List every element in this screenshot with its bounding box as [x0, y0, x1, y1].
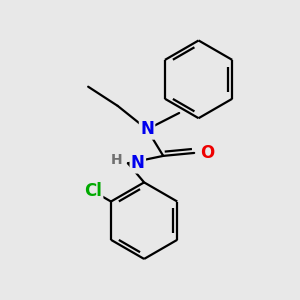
Text: N: N [131, 154, 145, 172]
Text: H: H [110, 153, 122, 167]
Text: O: O [200, 144, 214, 162]
Text: N: N [140, 120, 154, 138]
Text: Cl: Cl [84, 182, 102, 200]
